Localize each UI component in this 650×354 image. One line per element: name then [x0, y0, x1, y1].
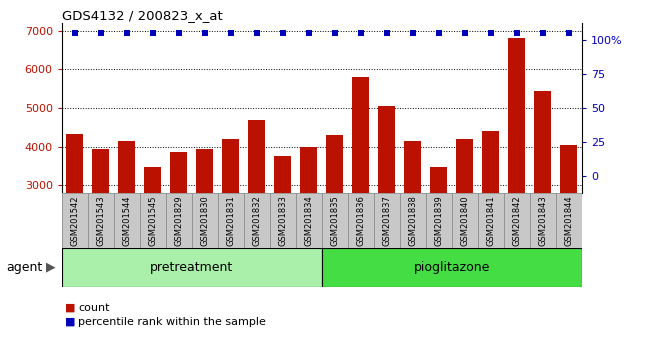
Bar	[196, 149, 213, 301]
Text: GSM201829: GSM201829	[174, 195, 183, 246]
Bar	[88, 193, 114, 248]
Text: GSM201831: GSM201831	[226, 195, 235, 246]
Text: percentile rank within the sample: percentile rank within the sample	[78, 317, 266, 327]
Bar	[300, 147, 317, 301]
Bar	[244, 193, 270, 248]
Bar	[192, 193, 218, 248]
Text: GSM201832: GSM201832	[252, 195, 261, 246]
Bar	[482, 131, 499, 301]
Bar	[270, 193, 296, 248]
Point	[148, 30, 158, 35]
Bar	[560, 145, 577, 301]
Bar	[404, 141, 421, 301]
Text: GSM201837: GSM201837	[382, 195, 391, 246]
Bar	[274, 156, 291, 301]
Text: count: count	[78, 303, 109, 313]
Text: GDS4132 / 200823_x_at: GDS4132 / 200823_x_at	[62, 9, 222, 22]
Text: GSM201843: GSM201843	[538, 195, 547, 246]
Bar	[400, 193, 426, 248]
Text: ■: ■	[65, 317, 75, 327]
Text: GSM201842: GSM201842	[512, 195, 521, 246]
Point	[226, 30, 236, 35]
Point	[538, 30, 548, 35]
Text: GSM201834: GSM201834	[304, 195, 313, 246]
Bar	[504, 193, 530, 248]
Text: GSM201844: GSM201844	[564, 195, 573, 246]
Point	[512, 30, 522, 35]
Bar	[530, 193, 556, 248]
Bar	[114, 193, 140, 248]
Text: GSM201830: GSM201830	[200, 195, 209, 246]
Bar	[92, 149, 109, 301]
Point	[460, 30, 470, 35]
Point	[434, 30, 444, 35]
Text: GSM201839: GSM201839	[434, 195, 443, 246]
Text: GSM201545: GSM201545	[148, 195, 157, 246]
Point	[252, 30, 262, 35]
Point	[408, 30, 418, 35]
Bar	[430, 167, 447, 301]
Bar	[534, 91, 551, 301]
Point	[200, 30, 210, 35]
Point	[70, 30, 80, 35]
Bar	[322, 193, 348, 248]
Text: GSM201835: GSM201835	[330, 195, 339, 246]
Point	[122, 30, 132, 35]
Point	[278, 30, 288, 35]
Bar	[62, 248, 322, 287]
Text: GSM201542: GSM201542	[70, 195, 79, 246]
Point	[564, 30, 574, 35]
Bar	[352, 77, 369, 301]
Bar	[456, 139, 473, 301]
Text: GSM201841: GSM201841	[486, 195, 495, 246]
Bar	[62, 193, 88, 248]
Text: GSM201838: GSM201838	[408, 195, 417, 246]
Bar	[322, 248, 582, 287]
Text: GSM201840: GSM201840	[460, 195, 469, 246]
Text: agent: agent	[6, 261, 43, 274]
Bar	[326, 135, 343, 301]
Point	[330, 30, 340, 35]
Point	[96, 30, 106, 35]
Bar	[166, 193, 192, 248]
Text: ■: ■	[65, 303, 75, 313]
Bar	[218, 193, 244, 248]
Bar	[378, 106, 395, 301]
Text: pretreatment: pretreatment	[150, 261, 233, 274]
Bar	[348, 193, 374, 248]
Bar	[170, 152, 187, 301]
Bar	[296, 193, 322, 248]
Bar	[222, 139, 239, 301]
Bar	[66, 134, 83, 301]
Bar	[248, 120, 265, 301]
Text: pioglitazone: pioglitazone	[413, 261, 490, 274]
Point	[174, 30, 184, 35]
Point	[356, 30, 366, 35]
Text: GSM201544: GSM201544	[122, 195, 131, 246]
Text: ▶: ▶	[46, 261, 55, 274]
Text: GSM201836: GSM201836	[356, 195, 365, 246]
Bar	[144, 167, 161, 301]
Bar	[374, 193, 400, 248]
Text: GSM201833: GSM201833	[278, 195, 287, 246]
Bar	[140, 193, 166, 248]
Bar	[556, 193, 582, 248]
Bar	[478, 193, 504, 248]
Point	[304, 30, 314, 35]
Bar	[118, 141, 135, 301]
Bar	[508, 39, 525, 301]
Point	[382, 30, 392, 35]
Text: GSM201543: GSM201543	[96, 195, 105, 246]
Bar	[426, 193, 452, 248]
Bar	[452, 193, 478, 248]
Point	[486, 30, 496, 35]
